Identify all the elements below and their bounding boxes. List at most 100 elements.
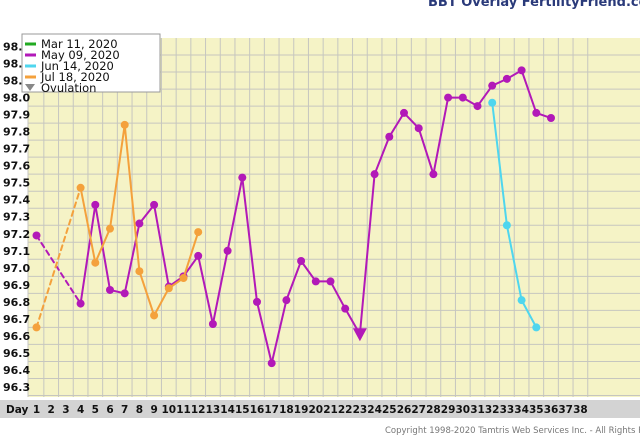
y-axis-area [0,38,28,397]
data-point [311,277,320,286]
series-line-segment [256,300,273,365]
y-tick-label: 97.0 [3,262,30,275]
data-point [414,124,423,133]
series-line-segment [491,101,508,227]
series-line-segment [285,260,303,302]
series-line-segment [182,231,200,280]
series-line-segment [417,127,435,176]
data-point [473,102,482,111]
legend-label: Jul 18, 2020 [40,70,110,84]
data-point [135,267,144,276]
series-line-segment [373,135,391,176]
series-line-segment [358,173,376,336]
x-tick-label: 16 [250,404,265,416]
data-point [76,183,85,192]
data-point [400,108,408,117]
y-tick-label: 96.4 [3,364,30,377]
ovulation-marker [352,328,367,342]
x-tick-label: 33 [500,404,515,416]
x-axis-band [0,400,640,418]
x-tick-label: 22 [338,404,353,416]
data-point [120,289,129,298]
x-tick-label: 32 [485,404,500,416]
series-line-segment [241,176,258,303]
x-axis-ticks: Day 1 2 3 4 5 6 7 8 9 10 11 12 13 14 15 16 17 18 19 20 21 22 23… [6,404,588,416]
x-tick-label: 18 [279,404,294,416]
legend-ovulation-icon [25,84,35,91]
x-tick-label: 12 [191,404,206,416]
x-tick-label: 25 [382,404,397,416]
x-tick-label: 37 [558,404,573,416]
data-point [517,296,526,305]
chart-series [32,66,555,368]
series-line-segment [35,186,82,329]
data-point [91,258,100,267]
x-tick-label: 31 [470,404,485,416]
x-tick-label: 35 [529,404,544,416]
x-tick-label: 2 [48,404,55,416]
series-line-segment [197,254,214,325]
series-line-segment [388,111,405,138]
x-tick-label: 5 [92,404,99,416]
data-point [370,170,379,179]
x-tick-label: 21 [323,404,338,416]
y-tick-label: 97.4 [3,194,30,207]
y-tick-label: 96.7 [3,313,30,326]
y-axis-ticks: 96.3 96.4 96.5 96.6 96.7 96.8 96.9 97.0 97.1 97.2… [3,41,30,394]
data-point [326,277,335,286]
y-tick-label: 96.8 [3,296,30,309]
data-point [267,359,276,368]
data-point [32,231,41,240]
data-point [488,98,497,107]
x-tick-label: 29 [441,404,456,416]
x-tick-label: 24 [367,404,382,416]
data-point [297,257,306,266]
y-tick-label: 96.6 [3,330,30,343]
x-tick-label: 19 [294,404,309,416]
x-tick-label: 34 [514,404,529,416]
chart-grid [27,38,640,397]
x-tick-label: 8 [136,404,143,416]
series-line-segment [520,299,538,329]
x-tick-label: 27 [411,404,426,416]
data-point [282,296,291,305]
data-point [458,93,467,102]
data-point [194,228,203,237]
y-tick-label: 96.9 [3,279,30,292]
data-point [32,323,41,332]
series-line-segment [211,249,229,325]
x-tick-label: 10 [161,404,176,416]
data-point [517,66,526,75]
y-tick-label: 96.3 [3,381,30,394]
legend-label: May 09, 2020 [41,48,120,62]
y-tick-label: 97.1 [3,245,30,258]
legend-label: Ovulation [41,81,96,95]
y-tick-label: 97.2 [3,228,30,241]
legend-label: Mar 11, 2020 [41,37,118,51]
data-point [106,285,114,294]
series-line-segment [79,203,97,305]
x-tick-label: 9 [150,404,157,416]
legend-label: Jun 14, 2020 [40,59,114,73]
data-point [253,297,261,306]
x-tick-label: 6 [106,404,113,416]
x-tick-label: 7 [121,404,128,416]
series-line-segment [123,123,141,273]
series-3 [32,120,203,332]
series-line-segment [79,186,97,264]
y-tick-label: 97.9 [3,109,30,122]
data-point [76,299,85,308]
data-point [502,74,511,83]
data-point [223,246,232,255]
x-tick-label: 28 [426,404,441,416]
series-line-segment [35,234,82,305]
plot-area [28,38,640,397]
x-tick-label: 13 [206,404,221,416]
data-point [150,200,159,209]
series-line-segment [153,203,170,288]
data-point [488,81,497,90]
legend-box [21,33,161,93]
